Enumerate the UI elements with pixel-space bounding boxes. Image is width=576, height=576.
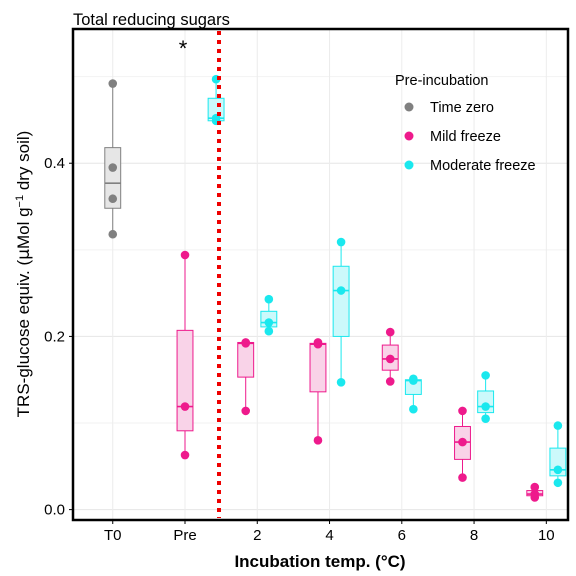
legend-label-moderate: Moderate freeze — [430, 158, 536, 174]
x-axis: T0 Pre 2 4 6 8 10 — [104, 520, 555, 544]
data-point — [385, 354, 395, 364]
legend: Pre-incubation Time zero Mild freeze Moder… — [395, 73, 536, 174]
box-body — [104, 147, 122, 209]
legend-swatch-moderate — [404, 160, 414, 170]
data-point — [336, 378, 346, 387]
legend-label-mild: Mild freeze — [430, 129, 501, 145]
data-point — [530, 493, 540, 502]
data-point — [553, 421, 563, 430]
box-mild-4 — [309, 338, 327, 445]
data-point — [385, 327, 395, 337]
legend-swatch-mild — [404, 131, 414, 141]
data-point — [336, 286, 346, 295]
data-point — [481, 402, 490, 411]
data-point — [108, 194, 118, 204]
data-point — [336, 237, 346, 247]
data-point — [553, 478, 563, 488]
data-point — [108, 79, 118, 88]
box-mild-6 — [381, 327, 399, 386]
y-tick-label: 0.4 — [44, 155, 65, 172]
data-point — [180, 450, 190, 460]
data-layer — [104, 74, 567, 502]
data-point — [530, 482, 540, 492]
data-point — [264, 318, 274, 327]
x-tick-label: 8 — [470, 527, 478, 544]
y-axis-title-mu: µ — [14, 249, 34, 260]
data-point — [180, 402, 190, 411]
box-mild-2 — [237, 338, 255, 416]
box-moderate-8 — [477, 371, 495, 423]
y-axis-title-mol: Mol g — [14, 207, 33, 249]
x-tick-label: T0 — [104, 527, 122, 544]
box-body — [237, 341, 255, 378]
box-time_zero-T0 — [104, 79, 122, 239]
significance-marker: * — [179, 36, 188, 61]
data-point — [264, 326, 274, 336]
box-moderate-4 — [332, 237, 350, 387]
data-point — [458, 406, 467, 416]
plot-border — [71, 27, 570, 522]
x-tick-label: 2 — [253, 527, 261, 544]
y-axis-title-prefix: TRS-glucose equiv. ( — [14, 260, 33, 418]
y-axis-title-exponent: −1 — [14, 195, 26, 208]
grid-lines — [73, 29, 568, 520]
data-point — [458, 473, 467, 482]
data-point — [264, 294, 274, 304]
data-point — [180, 250, 190, 260]
box-body — [176, 329, 194, 432]
legend-title: Pre-incubation — [395, 73, 489, 89]
legend-swatch-time_zero — [404, 102, 414, 112]
box-body — [332, 265, 350, 337]
data-point — [458, 437, 467, 447]
data-point — [481, 414, 490, 423]
data-point — [313, 339, 323, 349]
box-moderate-2 — [260, 294, 278, 336]
chart-title: Total reducing sugars — [73, 11, 230, 29]
y-axis-title-suffix: dry soil) — [14, 131, 33, 195]
box-moderate-6 — [404, 374, 422, 414]
box-moderate-10 — [549, 421, 567, 488]
y-tick-label: 0.2 — [44, 328, 65, 345]
box-mild-8 — [454, 406, 471, 482]
data-point — [313, 436, 323, 445]
data-point — [385, 377, 395, 386]
y-tick-label: 0.0 — [44, 502, 65, 519]
data-point — [108, 229, 118, 239]
x-tick-label: 10 — [538, 527, 555, 544]
y-axis-title: TRS-glucose equiv. (µMol g−1 dry soil) — [14, 131, 34, 418]
box-mild-Pre — [176, 250, 194, 460]
data-point — [409, 376, 418, 385]
data-point — [241, 339, 251, 348]
data-point — [409, 404, 418, 414]
x-tick-label: Pre — [173, 527, 196, 544]
x-axis-title: Incubation temp. (°C) — [234, 552, 405, 571]
x-tick-label: 4 — [325, 527, 333, 544]
data-point — [241, 406, 251, 416]
data-point — [108, 163, 118, 172]
legend-label-time_zero: Time zero — [430, 100, 494, 116]
y-axis: 0.0 0.2 0.4 — [44, 155, 73, 519]
x-tick-label: 6 — [398, 527, 406, 544]
box-mild-10 — [526, 482, 544, 502]
data-point — [481, 371, 490, 380]
box-body — [309, 342, 327, 393]
data-point — [553, 465, 563, 475]
